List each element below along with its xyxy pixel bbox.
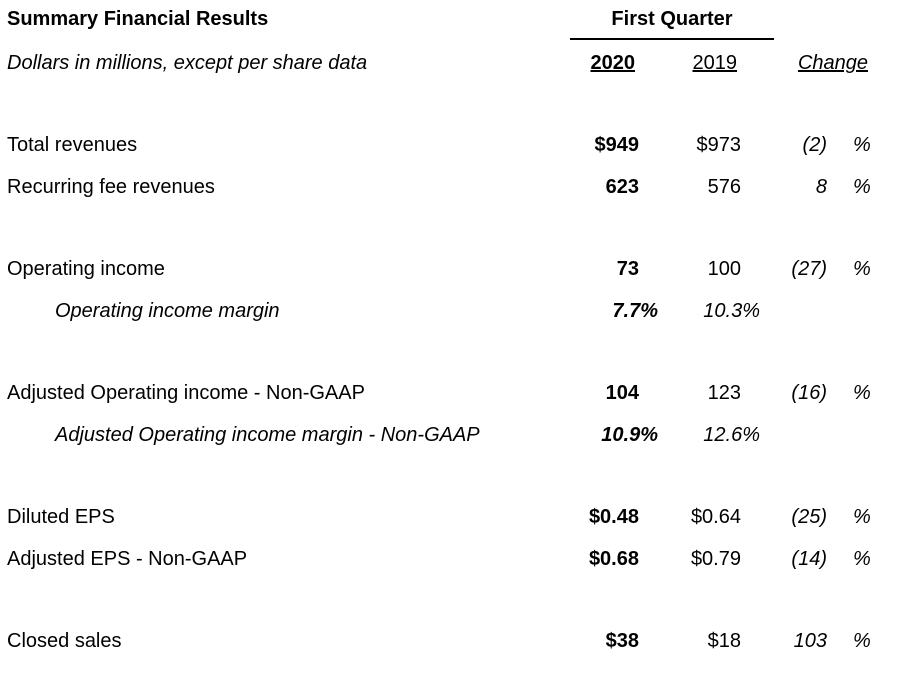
value-2019: 10.3% bbox=[703, 300, 760, 322]
value-2020: 104 bbox=[605, 382, 639, 404]
value-2019: $973 bbox=[696, 134, 742, 156]
row-label-closed-sales: Closed sales bbox=[7, 630, 122, 652]
change-value: (25) bbox=[791, 506, 827, 528]
value-2020: 623 bbox=[605, 176, 639, 198]
period-header: First Quarter bbox=[611, 8, 733, 30]
value-2020: 10.9% bbox=[601, 424, 658, 446]
percent-sign: % bbox=[853, 630, 871, 652]
change-value: (27) bbox=[791, 258, 827, 280]
value-2020: $38 bbox=[605, 630, 639, 652]
change-value: 8 bbox=[815, 176, 827, 198]
row-label-adjusted-operating-income-margin: Adjusted Operating income margin - Non-G… bbox=[55, 424, 480, 446]
value-2019: 12.6% bbox=[703, 424, 760, 446]
change-value: (16) bbox=[791, 382, 827, 404]
row-label-operating-income-margin: Operating income margin bbox=[55, 300, 280, 322]
table-subtitle: Dollars in millions, except per share da… bbox=[7, 52, 368, 74]
value-2019: 100 bbox=[707, 258, 741, 280]
value-2020: 7.7% bbox=[612, 300, 658, 322]
row-label-diluted-eps: Diluted EPS bbox=[7, 506, 115, 528]
value-2020: 73 bbox=[616, 258, 639, 280]
value-2019: 576 bbox=[707, 176, 741, 198]
percent-sign: % bbox=[853, 506, 871, 528]
column-header-2020: 2020 bbox=[590, 52, 636, 74]
percent-sign: % bbox=[853, 382, 871, 404]
row-label-adjusted-eps: Adjusted EPS - Non-GAAP bbox=[7, 548, 248, 570]
change-value: 103 bbox=[793, 630, 827, 652]
value-2019: $18 bbox=[707, 630, 741, 652]
value-2020: $949 bbox=[594, 134, 640, 156]
row-label-adjusted-operating-income: Adjusted Operating income - Non-GAAP bbox=[7, 382, 365, 404]
value-2020: $0.48 bbox=[588, 506, 639, 528]
value-2019: $0.79 bbox=[690, 548, 741, 570]
percent-sign: % bbox=[853, 176, 871, 198]
percent-sign: % bbox=[853, 258, 871, 280]
column-header-2019: 2019 bbox=[692, 52, 738, 74]
change-value: (14) bbox=[791, 548, 827, 570]
row-label-total-revenues: Total revenues bbox=[7, 134, 138, 156]
column-header-change: Change bbox=[797, 52, 868, 74]
period-divider bbox=[570, 38, 774, 40]
value-2019: $0.64 bbox=[690, 506, 741, 528]
value-2019: 123 bbox=[707, 382, 741, 404]
value-2020: $0.68 bbox=[588, 548, 639, 570]
row-label-recurring-fee-revenues: Recurring fee revenues bbox=[7, 176, 215, 198]
percent-sign: % bbox=[853, 548, 871, 570]
row-label-operating-income: Operating income bbox=[7, 258, 165, 280]
percent-sign: % bbox=[853, 134, 871, 156]
change-value: (2) bbox=[802, 134, 827, 156]
table-title: Summary Financial Results bbox=[7, 8, 269, 30]
